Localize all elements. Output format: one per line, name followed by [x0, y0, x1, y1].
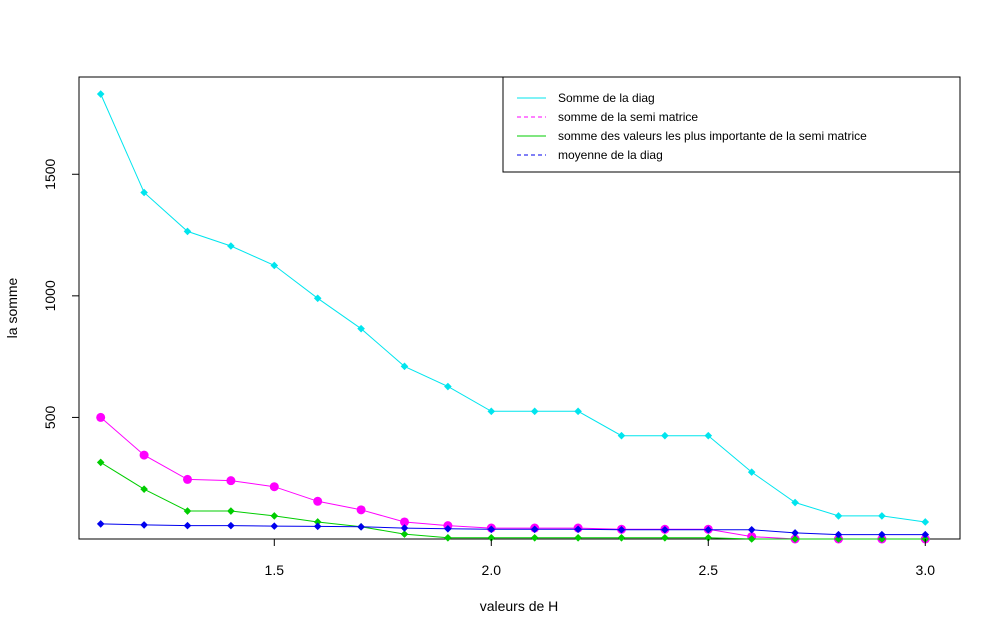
data-point [357, 523, 365, 531]
data-point [270, 522, 279, 530]
series-4 [96, 520, 930, 539]
data-point [140, 188, 148, 197]
series-3 [96, 458, 930, 543]
axis-layer: 1.5 2.0 2.5 3.0 500 1000 1500 [42, 158, 935, 578]
data-point [226, 476, 236, 486]
data-point [313, 294, 322, 303]
data-point [313, 522, 322, 531]
data-point [183, 521, 192, 530]
data-point [313, 518, 322, 526]
data-point [921, 530, 930, 539]
x-tick-label: 3.0 [916, 562, 936, 578]
data-point [487, 525, 496, 534]
data-point [487, 533, 496, 542]
data-point [399, 517, 409, 527]
data-point [574, 407, 582, 416]
data-point [791, 535, 799, 543]
data-point [270, 261, 279, 270]
data-point [227, 507, 235, 515]
data-point [227, 521, 235, 530]
data-point [530, 407, 539, 416]
data-point [357, 324, 365, 333]
data-point [661, 431, 669, 440]
data-point [791, 529, 799, 537]
data-point [139, 450, 149, 460]
y-tick-label: 1500 [42, 158, 58, 189]
data-point [661, 525, 669, 534]
series-1 [96, 90, 930, 526]
data-point [574, 525, 582, 534]
data-point [487, 407, 496, 416]
data-point [96, 412, 106, 422]
data-point [400, 362, 409, 371]
legend: Somme de la diag somme de la semi matrice… [502, 76, 961, 173]
legend-items: Somme de la diag somme de la semi matrice… [517, 91, 867, 162]
data-point [704, 431, 713, 440]
data-point [834, 530, 843, 539]
data-point [661, 533, 669, 542]
data-point [183, 227, 192, 236]
legend-label: moyenne de la diag [558, 148, 663, 162]
legend-label: Somme de la diag [558, 91, 655, 105]
data-point [617, 533, 626, 542]
x-tick-label: 2.0 [482, 562, 502, 578]
data-point [834, 512, 843, 520]
data-point [747, 535, 756, 543]
x-tick-label: 1.5 [265, 562, 285, 578]
data-point [921, 518, 930, 526]
data-point [530, 533, 539, 542]
series-line [100, 461, 926, 540]
data-point [270, 512, 279, 520]
data-point [878, 530, 886, 539]
series-layer [96, 90, 930, 544]
data-point [400, 530, 409, 538]
data-point [269, 482, 279, 492]
series-line [100, 523, 926, 536]
data-point [704, 533, 713, 542]
data-point [704, 525, 713, 534]
data-point [140, 485, 148, 493]
data-point [530, 525, 539, 534]
series-line [100, 93, 926, 523]
data-point [96, 90, 105, 98]
data-point [617, 431, 626, 440]
data-point [574, 533, 582, 542]
data-point [444, 382, 452, 391]
data-point [96, 520, 105, 528]
data-point [140, 521, 148, 529]
data-point [834, 535, 843, 543]
x-tick-label: 2.5 [699, 562, 719, 578]
y-tick-label: 1000 [42, 280, 58, 311]
y-axis-label: la somme [4, 277, 20, 338]
data-point [400, 524, 409, 532]
series-line [100, 417, 926, 540]
data-point [617, 525, 626, 534]
data-point [227, 242, 235, 250]
y-tick-label: 500 [42, 406, 58, 430]
series-2 [96, 412, 930, 544]
data-point [313, 496, 323, 506]
data-point [96, 458, 105, 467]
data-point [356, 505, 366, 515]
data-point [183, 507, 192, 515]
data-point [444, 524, 452, 533]
data-point [791, 498, 799, 507]
data-point [182, 474, 192, 484]
data-point [878, 535, 886, 543]
data-point [444, 533, 452, 542]
legend-box [502, 76, 961, 173]
data-point [747, 468, 756, 476]
data-point [878, 512, 886, 520]
legend-label: somme de la semi matrice [558, 110, 698, 124]
legend-label: somme des valeurs les plus importante de… [558, 129, 867, 143]
x-axis-label: valeurs de H [480, 598, 559, 614]
data-point [747, 525, 756, 534]
